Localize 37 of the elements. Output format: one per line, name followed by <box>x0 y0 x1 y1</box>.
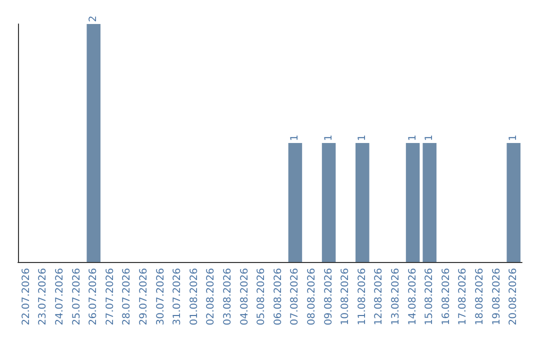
x-tick-label: 27.07.2026 <box>104 268 116 326</box>
x-tick-label: 19.08.2026 <box>491 268 502 326</box>
x-tick-label: 30.07.2026 <box>155 268 166 326</box>
x-tick-label: 23.07.2026 <box>38 268 49 326</box>
x-tick-label: 08.08.2026 <box>306 268 318 326</box>
x-tick-label: 24.07.2026 <box>54 268 66 326</box>
x-tick-label: 11.08.2026 <box>356 268 368 326</box>
x-tick-label: 13.08.2026 <box>390 268 402 326</box>
x-tick-label: 16.08.2026 <box>440 268 452 326</box>
x-tick-label: 18.08.2026 <box>474 268 486 326</box>
data-label: 1 <box>356 134 368 141</box>
x-tick-label: 20.08.2026 <box>508 268 520 326</box>
x-tick-label: 31.07.2026 <box>172 268 184 326</box>
x-tick-label: 22.07.2026 <box>20 268 32 326</box>
x-tick-label: 29.07.2026 <box>138 268 150 326</box>
data-label: 1 <box>407 134 418 141</box>
x-tick-label: 15.08.2026 <box>424 268 436 326</box>
x-tick-label: 28.07.2026 <box>122 268 133 326</box>
x-tick-label: 03.08.2026 <box>222 268 234 326</box>
x-tick-label: 09.08.2026 <box>323 268 334 326</box>
x-tick-label: 10.08.2026 <box>340 268 352 326</box>
x-tick-label: 26.07.2026 <box>88 268 100 326</box>
x-tick-label: 12.08.2026 <box>374 268 385 326</box>
x-tick-label: 25.07.2026 <box>71 268 82 326</box>
x-tick-label: 06.08.2026 <box>272 268 284 326</box>
data-label: 1 <box>424 134 436 141</box>
x-tick-label: 14.08.2026 <box>407 268 418 326</box>
data-label: 2 <box>88 16 100 22</box>
x-tick-label: 05.08.2026 <box>256 268 268 326</box>
x-tick-label: 01.08.2026 <box>188 268 200 326</box>
data-label: 1 <box>323 134 334 141</box>
data-label: 1 <box>508 134 520 141</box>
x-tick-label: 04.08.2026 <box>239 268 250 326</box>
x-tick-label: 07.08.2026 <box>290 268 301 326</box>
x-tick-label: 17.08.2026 <box>458 268 469 326</box>
data-label: 1 <box>290 134 301 141</box>
x-tick-label: 02.08.2026 <box>206 268 217 326</box>
